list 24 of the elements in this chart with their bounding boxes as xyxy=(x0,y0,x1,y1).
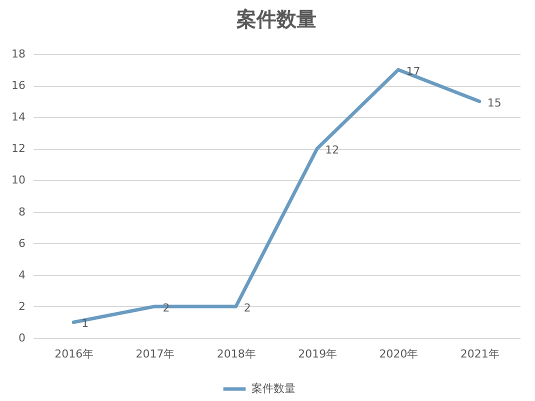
y-tick-label: 0 xyxy=(18,332,26,344)
data-label: 15 xyxy=(487,96,502,110)
x-tick-label: 2019年 xyxy=(298,348,338,360)
x-tick-label: 2016年 xyxy=(54,348,94,360)
data-label: 12 xyxy=(325,144,340,157)
y-tick-label: 6 xyxy=(18,236,26,250)
y-tick-label: 12 xyxy=(12,142,26,156)
x-tick-label: 2018年 xyxy=(216,348,256,360)
x-tick-label: 2017年 xyxy=(136,348,175,360)
y-tick-label: 18 xyxy=(12,48,26,60)
y-tick-label: 14 xyxy=(12,110,26,124)
y-tick-label: 16 xyxy=(12,79,26,92)
y-tick-label: 10 xyxy=(12,174,26,187)
y-tick-label: 2 xyxy=(18,300,26,313)
data-label: 2 xyxy=(162,301,170,314)
y-tick-label: 8 xyxy=(18,205,26,218)
legend-label: 案件数量 xyxy=(252,382,296,395)
data-label: 17 xyxy=(406,64,420,78)
data-label: 1 xyxy=(82,317,89,330)
x-tick-label: 2020年 xyxy=(379,348,418,360)
chart-title: 案件数量 xyxy=(236,7,316,31)
x-tick-label: 2021年 xyxy=(460,348,500,360)
y-tick-label: 4 xyxy=(18,268,26,282)
data-label: 2 xyxy=(244,301,251,314)
